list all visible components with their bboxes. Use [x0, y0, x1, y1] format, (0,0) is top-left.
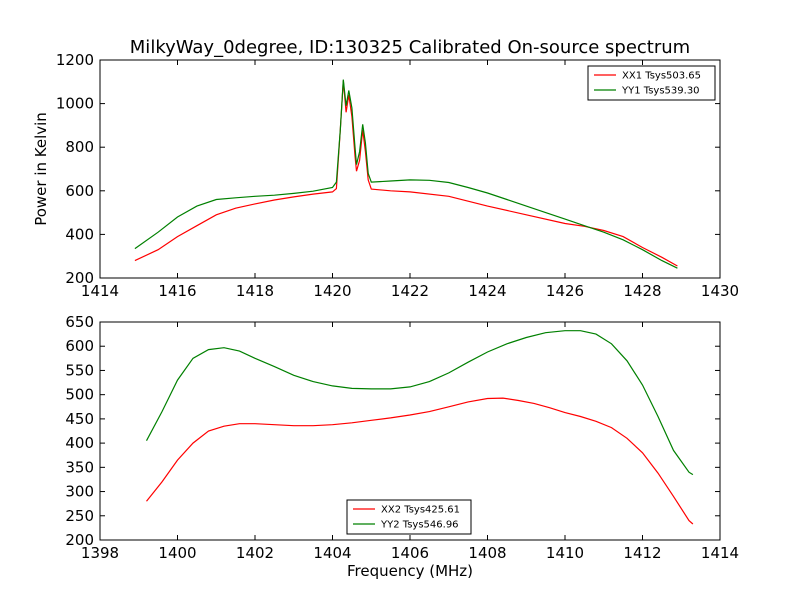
top-panel-xx1-yy1: 1414 1416 1418 1420 1422 1424 1426 1428 1430 200 4… [32, 51, 739, 300]
x-tick-label-0-2: 1418 [236, 282, 274, 300]
y-axis-title-0: Power in Kelvin [32, 112, 50, 226]
y-tick-label-0-0: 200 [65, 269, 94, 287]
x-tick-label-1-2: 1402 [236, 544, 274, 562]
x-tick-label-0-3: 1420 [313, 282, 351, 300]
y-tick-label-1-9: 650 [65, 313, 94, 331]
x-tick-label-0-6: 1426 [546, 282, 584, 300]
y-tick-label-1-2: 300 [65, 483, 94, 501]
x-tick-label-1-3: 1404 [313, 544, 351, 562]
y-tick-label-1-3: 350 [65, 458, 94, 476]
legend-box-1 [346, 499, 472, 535]
y-tick-label-1-1: 250 [65, 507, 94, 525]
y-tick-label-1-0: 200 [65, 531, 94, 549]
y-tick-label-1-6: 500 [65, 386, 94, 404]
figure-title: MilkyWay_0degree, ID:130325 Calibrated O… [130, 37, 690, 58]
legend-label-1-0: XX2 Tsys425.61 [381, 505, 460, 516]
y-tick-label-1-4: 400 [65, 434, 94, 452]
series-line-0-0 [134, 80, 678, 267]
x-tick-label-1-0: 1398 [81, 544, 119, 562]
legend-label-0-1: YY1 Tsys539.30 [621, 86, 700, 97]
y-tick-label-0-5: 1200 [56, 51, 94, 69]
legend-0: XX1 Tsys503.65 YY1 Tsys539.30 [587, 65, 716, 101]
x-tick-label-1-8: 1414 [701, 544, 739, 562]
x-axis-title-1: Frequency (MHz) [347, 562, 473, 580]
x-tick-label-0-1: 1416 [158, 282, 196, 300]
x-tick-label-1-1: 1400 [158, 544, 196, 562]
y-tick-label-0-3: 800 [65, 138, 94, 156]
y-tick-label-1-7: 550 [65, 361, 94, 379]
y-tick-label-1-5: 450 [65, 410, 94, 428]
x-tick-label-1-4: 1406 [391, 544, 429, 562]
bottom-panel-xx2-yy2: 1398 1400 1402 1404 1406 1408 1410 1412 1414 200 2… [65, 313, 739, 580]
series-line-1-1 [145, 330, 694, 476]
legend-1: XX2 Tsys425.61 YY2 Tsys546.96 [346, 499, 472, 535]
x-tick-label-0-4: 1422 [391, 282, 429, 300]
y-tick-label-0-2: 600 [65, 182, 94, 200]
x-tick-label-0-7: 1428 [623, 282, 661, 300]
x-tick-label-1-6: 1410 [546, 544, 584, 562]
x-tick-label-0-5: 1424 [468, 282, 506, 300]
y-tick-label-0-4: 1000 [56, 95, 94, 113]
legend-box-0 [587, 65, 716, 101]
x-tick-label-1-7: 1412 [623, 544, 661, 562]
y-tick-label-1-8: 600 [65, 337, 94, 355]
x-tick-label-0-8: 1430 [701, 282, 739, 300]
series-line-1-0 [146, 397, 694, 525]
legend-label-0-0: XX1 Tsys503.65 [622, 71, 701, 82]
legend-label-1-1: YY2 Tsys546.96 [380, 520, 459, 531]
y-tick-label-0-1: 400 [65, 225, 94, 243]
x-tick-label-0-0: 1414 [81, 282, 119, 300]
series-line-0-1 [134, 79, 678, 269]
x-tick-label-1-5: 1408 [468, 544, 506, 562]
